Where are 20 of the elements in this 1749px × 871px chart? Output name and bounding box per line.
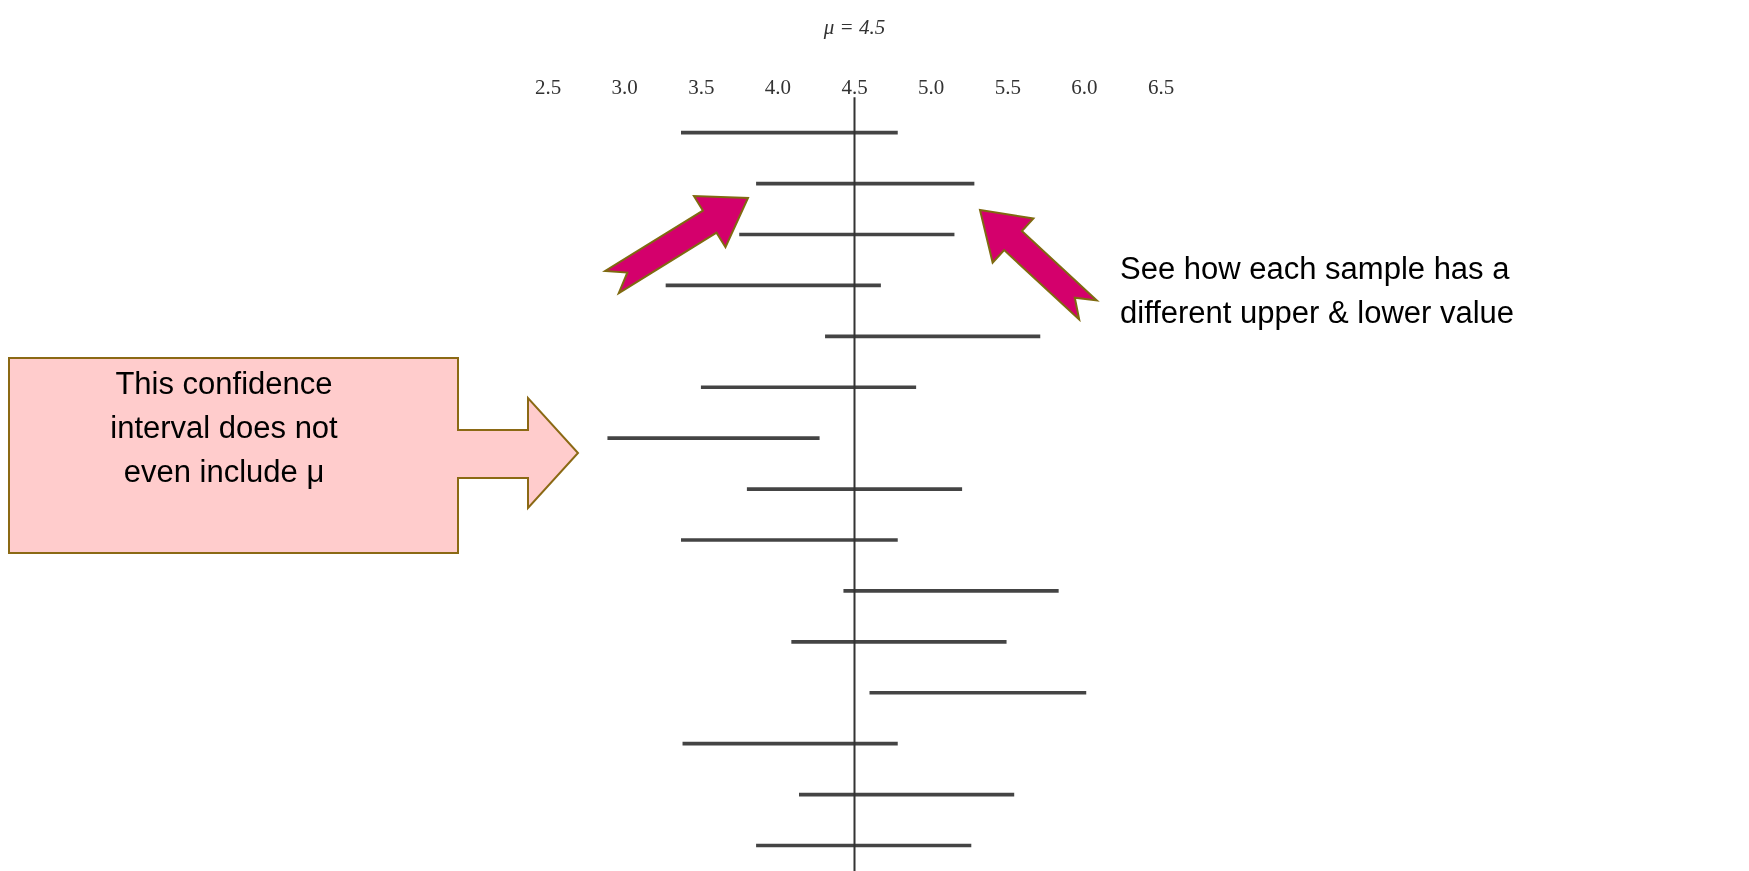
text: This confidence interval does not even include μ	[109, 365, 339, 491]
x-tick-label: 4.0	[764, 75, 791, 100]
x-tick-label: 3.0	[611, 75, 638, 100]
bar	[700, 385, 917, 390]
x-tick-label: 4.5	[841, 75, 868, 100]
bar	[869, 690, 1087, 695]
x-tick-label: 5.0	[918, 75, 945, 100]
ref-line-label: μ = 4.5	[822, 14, 886, 39]
bar	[682, 741, 898, 746]
bar	[681, 538, 898, 542]
annotation: See how each sample has a different upper & lower value	[1120, 250, 1516, 332]
x-tick-label: 5.5	[994, 75, 1021, 100]
bar	[791, 640, 1007, 644]
bar	[746, 487, 963, 491]
bar	[607, 436, 820, 441]
x-tick-label: 6.0	[1071, 75, 1098, 100]
x-tick-label: 3.5	[688, 75, 715, 100]
x-tick-label: 2.5	[534, 75, 562, 100]
bar	[843, 589, 1059, 593]
x-tick-label: 6.5	[1147, 75, 1175, 100]
